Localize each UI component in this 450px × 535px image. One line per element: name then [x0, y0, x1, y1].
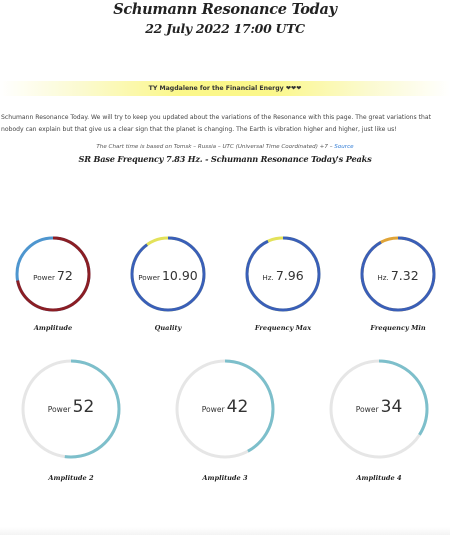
gauge-value: Power 10.90 [130, 265, 206, 284]
gauge-label-amplitude: Amplitude [33, 324, 73, 332]
gauge-fill [329, 359, 429, 459]
gauge-value: Hz. 7.32 [360, 265, 436, 284]
gauge-unit: Hz. [262, 273, 274, 282]
gauge-unit: Power [355, 405, 379, 414]
gauge-value: Power 34 [329, 397, 429, 417]
gauge-unit: Power [201, 405, 225, 414]
gauge-quality: Power 10.90 [130, 236, 206, 312]
gauge-value: Hz. 7.96 [245, 265, 321, 284]
gauge-label-frequency-min: Frequency Min [370, 324, 426, 332]
source-link[interactable]: Source [334, 144, 354, 150]
gauge-frequency-max: Hz. 7.96 [245, 236, 321, 312]
gauge-number: 42 [226, 397, 249, 417]
gauge-number: 34 [380, 397, 403, 417]
sponsor-banner: TY Magdalene for the Financial Energy ❤❤… [0, 81, 450, 96]
gauge-ring [329, 359, 429, 459]
gauge-amplitude-4: Power 34 [329, 359, 429, 459]
gauge-ring [245, 236, 321, 312]
gauge-ring [360, 236, 436, 312]
gauge-number: 7.32 [390, 268, 419, 283]
gauge-unit: Power [138, 273, 160, 282]
gauge-number: 72 [56, 268, 73, 283]
page-date: 22 July 2022 17:00 UTC [145, 21, 305, 36]
gauge-fill [360, 236, 436, 312]
gauge-label-amplitude-3: Amplitude 3 [202, 474, 248, 482]
page-bottom-divider [0, 527, 450, 535]
gauge-unit: Hz. [377, 273, 389, 282]
gauge-amplitude-3: Power 42 [175, 359, 275, 459]
chart-time-note: The Chart time is based on Tomsk – Russi… [0, 144, 450, 150]
gauge-number: 52 [72, 397, 95, 417]
gauge-ring [21, 359, 121, 459]
gauge-number: 10.90 [161, 268, 198, 283]
gauge-fill [245, 236, 321, 312]
gauge-ring [175, 359, 275, 459]
section-heading: SR Base Frequency 7.83 Hz. - Schumann Re… [78, 154, 372, 164]
gauge-unit: Power [47, 405, 71, 414]
gauge-unit: Power [33, 273, 55, 282]
page-title: Schumann Resonance Today [113, 1, 337, 18]
gauge-amplitude-2: Power 52 [21, 359, 121, 459]
chart-time-note-text: The Chart time is based on Tomsk – Russi… [96, 144, 333, 150]
gauge-value: Power 42 [175, 397, 275, 417]
gauge-label-quality: Quality [154, 324, 182, 332]
gauge-fill [175, 359, 275, 459]
intro-paragraph: Schumann Resonance Today. We will try to… [1, 114, 432, 133]
gauge-fill [15, 236, 91, 312]
gauge-number: 7.96 [275, 268, 304, 283]
gauge-value: Power 52 [21, 397, 121, 417]
gauge-ring [15, 236, 91, 312]
gauge-amplitude: Power 72 [15, 236, 91, 312]
gauge-label-amplitude-2: Amplitude 2 [48, 474, 94, 482]
gauge-value: Power 72 [15, 265, 91, 284]
gauge-label-frequency-max: Frequency Max [254, 324, 312, 332]
gauge-fill [21, 359, 121, 459]
gauge-ring [130, 236, 206, 312]
gauge-label-amplitude-4: Amplitude 4 [356, 474, 402, 482]
gauge-fill [130, 236, 206, 312]
gauge-frequency-min: Hz. 7.32 [360, 236, 436, 312]
